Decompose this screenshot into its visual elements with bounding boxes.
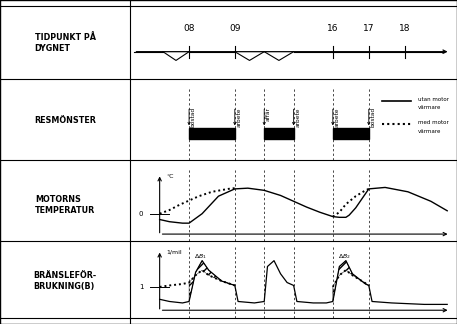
Text: värmare: värmare [418, 129, 441, 134]
Text: °C: °C [166, 174, 174, 179]
Text: 09: 09 [229, 24, 240, 33]
Text: arbete: arbete [295, 107, 300, 127]
Text: 16: 16 [327, 24, 339, 33]
Text: 1: 1 [139, 284, 143, 290]
Text: värmare: värmare [418, 105, 441, 110]
Text: utan motor: utan motor [418, 97, 449, 102]
Text: 18: 18 [399, 24, 410, 33]
Text: arbete: arbete [335, 107, 340, 127]
Text: 08: 08 [183, 24, 195, 33]
Text: BRÄNSLEFÖR-
BRUKNING(B): BRÄNSLEFÖR- BRUKNING(B) [33, 272, 97, 291]
Text: MOTORNS
TEMPERATUR: MOTORNS TEMPERATUR [35, 195, 95, 214]
Bar [333, 128, 369, 139]
Bar [264, 128, 293, 139]
Text: TIDPUNKT PÅ
DYGNET: TIDPUNKT PÅ DYGNET [35, 33, 96, 52]
Text: 1/mil: 1/mil [166, 250, 182, 255]
Text: arbete: arbete [236, 107, 241, 127]
Polygon shape [333, 260, 369, 301]
Text: RESMÖNSTER: RESMÖNSTER [34, 116, 96, 125]
Bar [189, 128, 235, 139]
Text: $\Delta B_1$: $\Delta B_1$ [194, 252, 207, 260]
Text: 0: 0 [139, 211, 143, 217]
Text: affär: affär [266, 107, 271, 121]
Text: $\Delta B_2$: $\Delta B_2$ [338, 252, 351, 260]
Text: 17: 17 [363, 24, 375, 33]
Text: bostad: bostad [191, 107, 196, 127]
Polygon shape [189, 260, 235, 301]
Text: med motor: med motor [418, 120, 448, 125]
Text: bostad: bostad [371, 107, 375, 127]
